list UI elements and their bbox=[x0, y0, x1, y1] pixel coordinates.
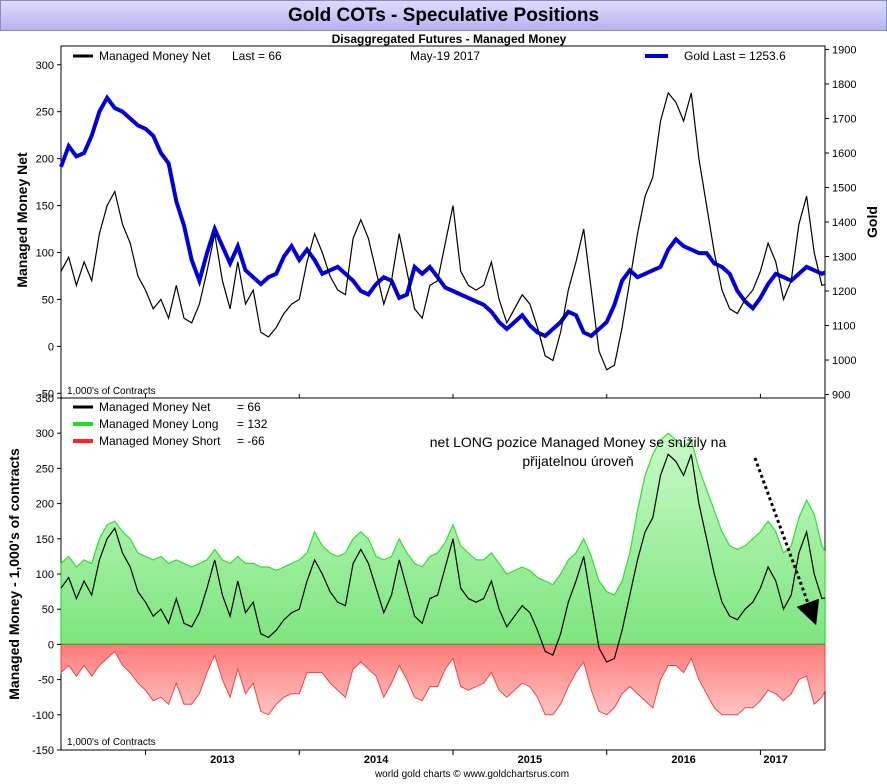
legend-lower-net-value: = 66 bbox=[237, 400, 261, 414]
lower-axis-label: Managed Money - 1,000's of contracts bbox=[6, 448, 22, 700]
y2-tick-label: 900 bbox=[832, 390, 850, 402]
managed-money-net-line bbox=[60, 91, 826, 371]
x-axis: 2013 2014 2015 2016 2017 bbox=[145, 394, 788, 766]
x-tick-label: 2013 bbox=[210, 754, 234, 766]
annotation-line-2: přijatelnou úroveň bbox=[522, 453, 633, 469]
y-tick-label: 200 bbox=[36, 499, 54, 511]
legend-net-label: Managed Money Net bbox=[99, 49, 211, 63]
footer-credit: world gold charts © www.goldchartsrus.co… bbox=[374, 769, 569, 780]
x-tick-label: 2016 bbox=[671, 754, 695, 766]
y2-tick-label: 1200 bbox=[832, 286, 856, 298]
chart-title: Gold COTs - Speculative Positions bbox=[287, 5, 600, 26]
y-tick-label: 100 bbox=[36, 248, 54, 260]
y-tick-label: 0 bbox=[48, 639, 54, 651]
x-tick-label: 2015 bbox=[518, 754, 542, 766]
y-tick-label: 100 bbox=[36, 569, 54, 581]
y-tick-label: 250 bbox=[36, 463, 54, 475]
upper-right-axis: 900 1000 1100 1200 1300 1400 1500 1600 1700 1800 1… bbox=[825, 44, 856, 402]
upper-units-label: 1,000's of Contracts bbox=[67, 386, 156, 397]
y-tick-label: 150 bbox=[36, 534, 54, 546]
y2-tick-label: 1900 bbox=[832, 44, 856, 56]
y2-tick-label: 1500 bbox=[832, 182, 856, 194]
y-tick-label: 50 bbox=[42, 294, 54, 306]
y2-tick-label: 1400 bbox=[832, 217, 856, 229]
y-tick-label: -100 bbox=[32, 710, 54, 722]
y2-tick-label: 1300 bbox=[832, 252, 856, 264]
y-tick-label: 200 bbox=[36, 154, 54, 166]
y-tick-label: -150 bbox=[32, 745, 54, 757]
x-tick-label: 2014 bbox=[364, 754, 389, 766]
managed-money-net-line-lower bbox=[60, 453, 826, 663]
upper-right-axis-label: Gold bbox=[864, 206, 880, 238]
y-tick-label: 300 bbox=[36, 428, 54, 440]
y-tick-label: 250 bbox=[36, 107, 54, 119]
lower-left-axis: -150 -100 -50 0 50 100 150 200 250 300 350 bbox=[32, 393, 61, 757]
legend-net-last: Last = 66 bbox=[232, 49, 282, 63]
legend-lower-net-label: Managed Money Net bbox=[99, 400, 211, 414]
gold-price-line bbox=[59, 94, 826, 339]
y-tick-label: -50 bbox=[38, 388, 54, 400]
legend-date: May-19 2017 bbox=[410, 49, 480, 63]
x-tick-label: 2017 bbox=[763, 754, 787, 766]
managed-money-short-area bbox=[60, 643, 826, 716]
y2-tick-label: 1100 bbox=[832, 321, 856, 333]
upper-left-axis-label: Managed Money Net bbox=[14, 152, 30, 288]
legend-short-value: = -66 bbox=[237, 434, 265, 448]
annotation-arrow bbox=[753, 457, 820, 626]
y2-tick-label: 1700 bbox=[832, 113, 856, 125]
title-bar: Gold COTs - Speculative Positions bbox=[0, 0, 887, 31]
lower-units-label: 1,000's of Contracts bbox=[67, 737, 156, 748]
annotation-line-1: net LONG pozice Managed Money se snížily… bbox=[430, 434, 727, 450]
upper-plot-area bbox=[60, 45, 826, 399]
y-tick-label: 300 bbox=[36, 60, 54, 72]
y-tick-label: 0 bbox=[48, 341, 54, 353]
legend-short-label: Managed Money Short bbox=[99, 434, 221, 448]
legend-long-value: = 132 bbox=[237, 417, 268, 431]
legend-long-label: Managed Money Long bbox=[99, 417, 218, 431]
y-tick-label: 50 bbox=[42, 604, 54, 616]
y2-tick-label: 1800 bbox=[832, 79, 856, 91]
y2-tick-label: 1000 bbox=[832, 355, 856, 367]
upper-left-axis: -50 0 50 100 150 200 250 300 bbox=[36, 60, 61, 400]
y-tick-label: -50 bbox=[38, 675, 54, 687]
y2-tick-label: 1600 bbox=[832, 148, 856, 160]
upper-panel: -50 0 50 100 150 200 250 300 900 1000 1100 1200 130… bbox=[14, 44, 880, 401]
y-tick-label: 150 bbox=[36, 201, 54, 213]
y-tick-label: 350 bbox=[36, 393, 54, 405]
managed-money-long-area bbox=[60, 432, 826, 645]
legend-gold-label: Gold Last = 1253.6 bbox=[684, 49, 786, 63]
chart-subtitle: Disaggregated Futures - Managed Money bbox=[332, 32, 567, 46]
